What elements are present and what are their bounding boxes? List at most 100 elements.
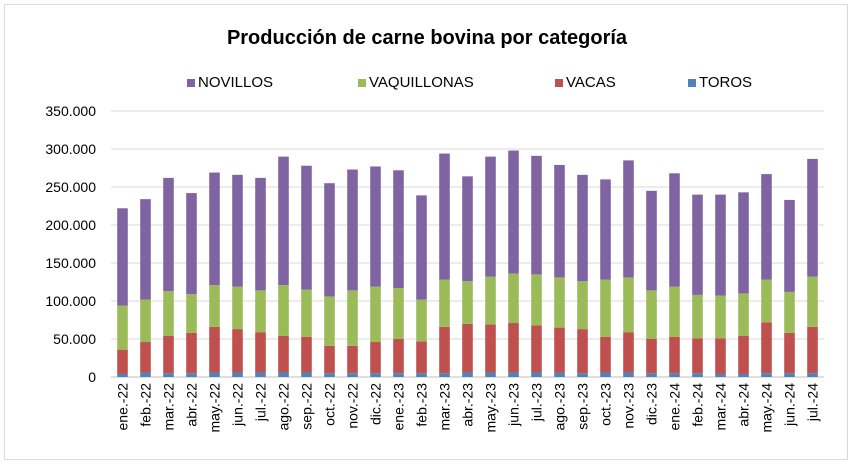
bar-vaquillonas-24 (669, 286, 680, 337)
bar-toros-4 (209, 372, 220, 377)
bar-novillos-12 (393, 170, 404, 289)
bar-novillos-21 (600, 179, 611, 280)
bar-vacas-30 (807, 326, 818, 374)
bar-vaquillonas-14 (439, 279, 450, 327)
bar-toros-10 (347, 373, 358, 377)
x-tick-label: ago.-23 (552, 383, 568, 431)
x-tick-label: oct.-23 (598, 383, 614, 426)
bar-toros-15 (462, 372, 473, 377)
x-tick-label: may.-22 (207, 383, 223, 433)
bar-toros-23 (646, 373, 657, 377)
bar-vaquillonas-12 (393, 288, 404, 339)
bar-vaquillonas-29 (784, 291, 795, 333)
bar-novillos-27 (738, 192, 749, 294)
bar-vacas-22 (623, 332, 634, 373)
bar-vaquillonas-27 (738, 293, 749, 336)
x-tick-label: nov.-23 (621, 383, 637, 429)
bar-vacas-14 (439, 326, 450, 374)
bar-novillos-26 (715, 194, 726, 296)
bar-novillos-14 (439, 153, 450, 280)
bar-vaquillonas-22 (623, 277, 634, 333)
bar-vacas-9 (324, 345, 335, 374)
bar-vacas-4 (209, 326, 220, 373)
bar-vacas-19 (554, 327, 565, 373)
bar-toros-3 (186, 373, 197, 377)
y-tick-label: 150.000 (45, 255, 96, 271)
x-tick-label: sep.-23 (575, 383, 591, 430)
bar-novillos-28 (761, 174, 772, 280)
bar-novillos-16 (485, 156, 496, 277)
x-tick-label: ene.-24 (667, 383, 683, 431)
x-tick-label: jul.-24 (805, 383, 821, 422)
y-tick-label: 50.000 (53, 331, 96, 347)
bar-toros-12 (393, 373, 404, 377)
bar-toros-14 (439, 373, 450, 377)
bar-vaquillonas-15 (462, 281, 473, 324)
bar-vacas-2 (163, 335, 174, 374)
bar-toros-26 (715, 373, 726, 377)
bar-vaquillonas-30 (807, 276, 818, 327)
bar-novillos-7 (278, 156, 289, 286)
bar-vacas-5 (232, 329, 243, 373)
bar-novillos-1 (140, 199, 151, 300)
legend-label: VACAS (566, 74, 616, 91)
bar-vacas-13 (416, 341, 427, 374)
x-tick-label: nov.-22 (345, 383, 361, 429)
bar-toros-13 (416, 373, 427, 377)
bar-toros-0 (117, 373, 128, 377)
x-tick-label: may.-24 (759, 383, 775, 433)
bar-toros-6 (255, 372, 266, 377)
x-tick-label: jul.-22 (253, 383, 269, 422)
x-tick-label: feb.-23 (414, 383, 430, 427)
bar-vacas-17 (508, 323, 519, 373)
x-tick-label: jun.-23 (506, 383, 522, 427)
x-tick-label: dic.-23 (644, 383, 660, 425)
bar-toros-1 (140, 372, 151, 377)
bar-novillos-10 (347, 169, 358, 291)
bar-novillos-5 (232, 174, 243, 287)
legend-item-vaquillonas: VAQUILLONAS (358, 74, 474, 91)
bar-novillos-20 (577, 174, 588, 282)
bar-toros-22 (623, 372, 634, 377)
bar-vacas-27 (738, 335, 749, 374)
x-tick-label: dic.-22 (368, 383, 384, 425)
bar-vacas-29 (784, 332, 795, 374)
bar-vaquillonas-19 (554, 277, 565, 328)
bar-toros-25 (692, 373, 703, 377)
bar-vacas-0 (117, 349, 128, 374)
bar-vacas-25 (692, 338, 703, 374)
x-tick-label: sep.-22 (299, 383, 315, 430)
bar-toros-27 (738, 373, 749, 377)
bar-vaquillonas-16 (485, 276, 496, 325)
y-tick-label: 250.000 (45, 179, 96, 195)
bar-vacas-16 (485, 324, 496, 373)
bar-vaquillonas-8 (301, 289, 312, 337)
bar-vaquillonas-20 (577, 281, 588, 330)
bar-novillos-29 (784, 199, 795, 292)
bar-toros-21 (600, 372, 611, 377)
bar-novillos-17 (508, 150, 519, 274)
x-tick-label: oct.-22 (322, 383, 338, 426)
bar-vaquillonas-10 (347, 290, 358, 346)
bar-vacas-7 (278, 335, 289, 373)
legend-label: VAQUILLONAS (369, 74, 474, 91)
bar-vacas-23 (646, 339, 657, 374)
bar-novillos-25 (692, 194, 703, 295)
x-tick-label: may.-23 (483, 383, 499, 433)
bar-novillos-9 (324, 183, 335, 297)
x-tick-label: jun.-24 (782, 383, 798, 427)
bar-novillos-22 (623, 160, 634, 278)
bar-vacas-24 (669, 336, 680, 374)
legend-label: TOROS (699, 74, 753, 91)
bar-novillos-18 (531, 155, 542, 275)
x-tick-label: feb.-22 (138, 383, 154, 427)
x-tick-label: jun.-22 (230, 383, 246, 427)
bar-vaquillonas-7 (278, 285, 289, 336)
bar-vaquillonas-25 (692, 294, 703, 339)
y-tick-label: 0 (88, 369, 96, 385)
bar-vaquillonas-11 (370, 286, 381, 343)
bar-novillos-24 (669, 173, 680, 287)
y-tick-label: 350.000 (45, 103, 96, 119)
bar-vacas-18 (531, 325, 542, 373)
